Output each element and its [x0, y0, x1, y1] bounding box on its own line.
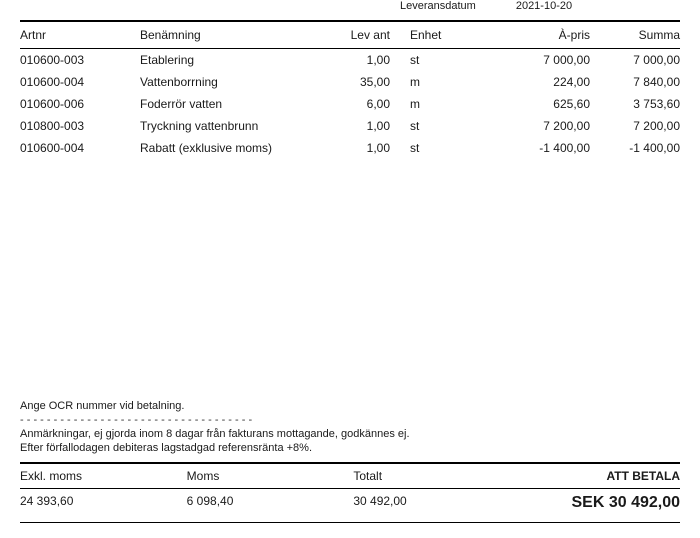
terms-line-2: Efter förfallodagen debiteras lagstadgad…	[20, 442, 680, 454]
cell-summa: 3 753,60	[590, 97, 680, 111]
cell-summa: 7 840,00	[590, 75, 680, 89]
cell-lev: 6,00	[320, 97, 400, 111]
moms-label: Moms	[187, 469, 354, 483]
pay-value: SEK 30 492,00	[520, 494, 680, 512]
table-row: 010800-003Tryckning vattenbrunn1,00st 7 2…	[20, 115, 680, 137]
col-artnr: Artnr	[20, 28, 140, 42]
cell-lev: 1,00	[320, 53, 400, 67]
cell-pris: 224,00	[490, 75, 590, 89]
dashed-line: - - - - - - - - - - - - - - - - - - - - …	[20, 414, 680, 426]
cell-artnr: 010600-003	[20, 53, 140, 67]
table-header: Artnr Benämning Lev ant Enhet À-pris Sum…	[20, 20, 680, 49]
col-summa: Summa	[590, 28, 680, 42]
exkl-value: 24 393,60	[20, 494, 187, 512]
cell-name: Tryckning vattenbrunn	[140, 119, 320, 133]
moms-value: 6 098,40	[187, 494, 354, 512]
totals-values: 24 393,60 6 098,40 30 492,00 SEK 30 492,…	[20, 489, 680, 523]
totalt-label: Totalt	[353, 469, 520, 483]
footer: Ange OCR nummer vid betalning. - - - - -…	[20, 400, 680, 523]
delivery-date-label: Leveransdatum	[400, 0, 476, 12]
cell-name: Etablering	[140, 53, 320, 67]
delivery-meta: Leveransdatum 2021-10-20	[400, 0, 680, 20]
cell-summa: -1 400,00	[590, 141, 680, 155]
cell-lev: 1,00	[320, 141, 400, 155]
cell-lev: 35,00	[320, 75, 400, 89]
totals-header: Exkl. moms Moms Totalt ATT BETALA	[20, 462, 680, 489]
cell-name: Rabatt (exklusive moms)	[140, 141, 320, 155]
cell-enhet: st	[400, 53, 470, 67]
table-row: 010600-004Vattenborrning35,00m 224,007 84…	[20, 71, 680, 93]
cell-lev: 1,00	[320, 119, 400, 133]
cell-enhet: m	[400, 75, 470, 89]
totalt-value: 30 492,00	[353, 494, 520, 512]
col-pris: À-pris	[490, 28, 590, 42]
cell-artnr: 010600-004	[20, 141, 140, 155]
delivery-date-value: 2021-10-20	[516, 0, 572, 12]
table-row: 010600-006Foderrör vatten6,00m 625,603 75…	[20, 93, 680, 115]
cell-artnr: 010600-004	[20, 75, 140, 89]
cell-enhet: m	[400, 97, 470, 111]
cell-enhet: st	[400, 141, 470, 155]
cell-artnr: 010600-006	[20, 97, 140, 111]
cell-artnr: 010800-003	[20, 119, 140, 133]
invoice-table: Artnr Benämning Lev ant Enhet À-pris Sum…	[20, 20, 680, 159]
cell-pris: 7 200,00	[490, 119, 590, 133]
cell-summa: 7 000,00	[590, 53, 680, 67]
table-row: 010600-004Rabatt (exklusive moms)1,00st -…	[20, 137, 680, 159]
terms-line-1: Anmärkningar, ej gjorda inom 8 dagar frå…	[20, 428, 680, 440]
cell-pris: -1 400,00	[490, 141, 590, 155]
col-enhet: Enhet	[400, 28, 470, 42]
cell-pris: 7 000,00	[490, 53, 590, 67]
table-row: 010600-003Etablering1,00st 7 000,007 000,…	[20, 49, 680, 71]
ocr-note: Ange OCR nummer vid betalning.	[20, 400, 680, 412]
cell-pris: 625,60	[490, 97, 590, 111]
cell-enhet: st	[400, 119, 470, 133]
pay-label: ATT BETALA	[520, 469, 680, 483]
cell-name: Vattenborrning	[140, 75, 320, 89]
cell-summa: 7 200,00	[590, 119, 680, 133]
col-name: Benämning	[140, 28, 320, 42]
col-lev: Lev ant	[320, 28, 400, 42]
cell-name: Foderrör vatten	[140, 97, 320, 111]
exkl-label: Exkl. moms	[20, 469, 187, 483]
